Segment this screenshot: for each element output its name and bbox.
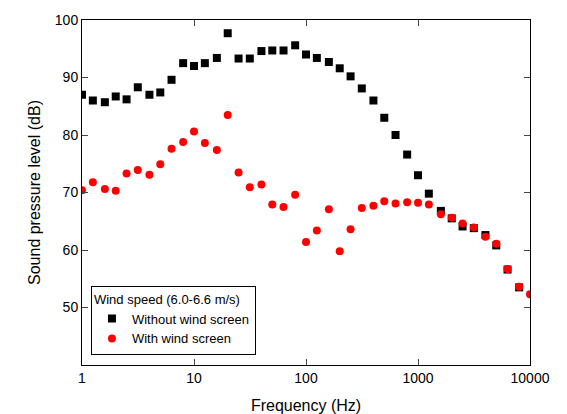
svg-text:60: 60: [63, 242, 79, 258]
svg-text:10000: 10000: [511, 370, 550, 386]
svg-text:70: 70: [63, 184, 79, 200]
svg-text:1000: 1000: [402, 370, 433, 386]
svg-text:1: 1: [78, 370, 86, 386]
svg-text:80: 80: [63, 127, 79, 143]
svg-text:Without wind screen: Without wind screen: [132, 312, 249, 327]
svg-text:With wind screen: With wind screen: [132, 331, 231, 346]
svg-text:Sound pressure level (dB): Sound pressure level (dB): [26, 100, 43, 285]
svg-text:Wind speed (6.0-6.6 m/s): Wind speed (6.0-6.6 m/s): [94, 292, 240, 307]
svg-text:50: 50: [63, 299, 79, 315]
svg-text:90: 90: [63, 69, 79, 85]
svg-text:100: 100: [55, 12, 79, 28]
svg-text:10: 10: [186, 370, 202, 386]
svg-text:Frequency (Hz): Frequency (Hz): [251, 397, 361, 414]
svg-text:100: 100: [294, 370, 318, 386]
